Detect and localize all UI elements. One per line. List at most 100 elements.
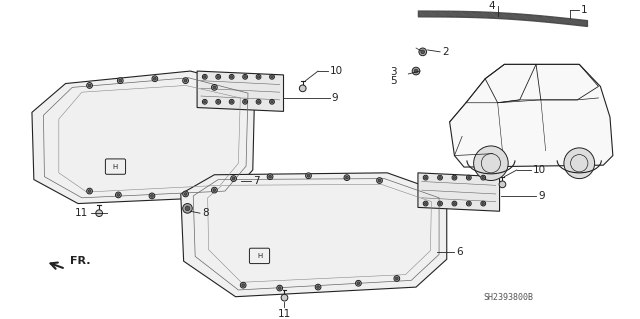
Circle shape [269, 74, 275, 79]
Polygon shape [32, 71, 255, 204]
Circle shape [213, 189, 216, 192]
Circle shape [467, 175, 471, 180]
Text: 11: 11 [74, 208, 88, 218]
Circle shape [357, 282, 360, 285]
Circle shape [317, 286, 319, 289]
Circle shape [244, 100, 246, 103]
Circle shape [396, 277, 398, 280]
Text: SH2393800B: SH2393800B [483, 293, 533, 301]
Text: H: H [257, 253, 262, 259]
Circle shape [481, 201, 486, 206]
Circle shape [307, 174, 310, 177]
Circle shape [117, 194, 120, 197]
Circle shape [230, 176, 236, 182]
Text: 3: 3 [390, 67, 397, 77]
Circle shape [424, 202, 427, 205]
Circle shape [269, 100, 275, 104]
Circle shape [202, 74, 207, 79]
Text: 9: 9 [538, 191, 545, 201]
Text: 4: 4 [488, 1, 495, 11]
Circle shape [242, 284, 244, 287]
Circle shape [244, 76, 246, 78]
Circle shape [414, 69, 418, 73]
Circle shape [149, 193, 155, 199]
Circle shape [439, 202, 441, 205]
Circle shape [468, 176, 470, 179]
Circle shape [468, 202, 470, 205]
Circle shape [474, 146, 508, 181]
Circle shape [182, 191, 188, 197]
Circle shape [184, 193, 187, 196]
Text: 6: 6 [456, 247, 463, 256]
Circle shape [119, 79, 122, 82]
Circle shape [117, 78, 123, 84]
Circle shape [453, 202, 456, 205]
Circle shape [230, 76, 233, 78]
Circle shape [564, 148, 595, 179]
Circle shape [115, 192, 121, 198]
Circle shape [271, 76, 273, 78]
Circle shape [211, 85, 217, 90]
Circle shape [152, 76, 157, 82]
Circle shape [154, 77, 156, 80]
Circle shape [86, 83, 92, 88]
Circle shape [305, 173, 311, 179]
Circle shape [211, 187, 217, 193]
Circle shape [86, 188, 92, 194]
Circle shape [267, 174, 273, 180]
Circle shape [482, 202, 484, 205]
Circle shape [424, 176, 427, 179]
Circle shape [213, 86, 216, 89]
Circle shape [256, 100, 261, 104]
Circle shape [182, 204, 192, 213]
Circle shape [269, 175, 271, 178]
Circle shape [204, 76, 206, 78]
Circle shape [217, 100, 220, 103]
Polygon shape [197, 71, 284, 111]
Circle shape [204, 100, 206, 103]
Circle shape [88, 84, 91, 87]
Circle shape [421, 50, 425, 54]
Circle shape [184, 79, 187, 82]
Circle shape [150, 195, 154, 197]
Circle shape [423, 201, 428, 206]
Circle shape [346, 176, 348, 179]
Circle shape [482, 176, 484, 179]
Circle shape [438, 175, 442, 180]
Text: 7: 7 [253, 175, 259, 186]
Circle shape [230, 100, 233, 103]
Text: H: H [113, 164, 118, 170]
Polygon shape [180, 173, 447, 297]
Circle shape [232, 177, 235, 180]
Circle shape [452, 175, 457, 180]
Circle shape [344, 175, 350, 181]
Circle shape [315, 284, 321, 290]
Circle shape [467, 201, 471, 206]
Text: 9: 9 [332, 93, 338, 103]
Text: 1: 1 [581, 4, 588, 15]
Circle shape [300, 85, 306, 92]
Circle shape [278, 287, 281, 290]
Text: 2: 2 [442, 47, 449, 57]
Circle shape [182, 78, 188, 84]
Circle shape [216, 100, 221, 104]
Circle shape [412, 67, 420, 75]
Circle shape [481, 175, 486, 180]
Circle shape [243, 100, 248, 104]
Circle shape [281, 294, 288, 301]
Text: 10: 10 [330, 66, 343, 76]
Circle shape [257, 76, 260, 78]
Circle shape [88, 189, 91, 193]
Circle shape [243, 74, 248, 79]
Circle shape [356, 280, 362, 286]
Text: 10: 10 [533, 165, 547, 175]
Circle shape [394, 276, 400, 281]
Circle shape [276, 285, 282, 291]
Circle shape [96, 210, 102, 217]
Circle shape [240, 282, 246, 288]
Circle shape [423, 175, 428, 180]
Text: FR.: FR. [70, 256, 91, 266]
Circle shape [438, 201, 442, 206]
Circle shape [256, 74, 261, 79]
Circle shape [499, 181, 506, 188]
